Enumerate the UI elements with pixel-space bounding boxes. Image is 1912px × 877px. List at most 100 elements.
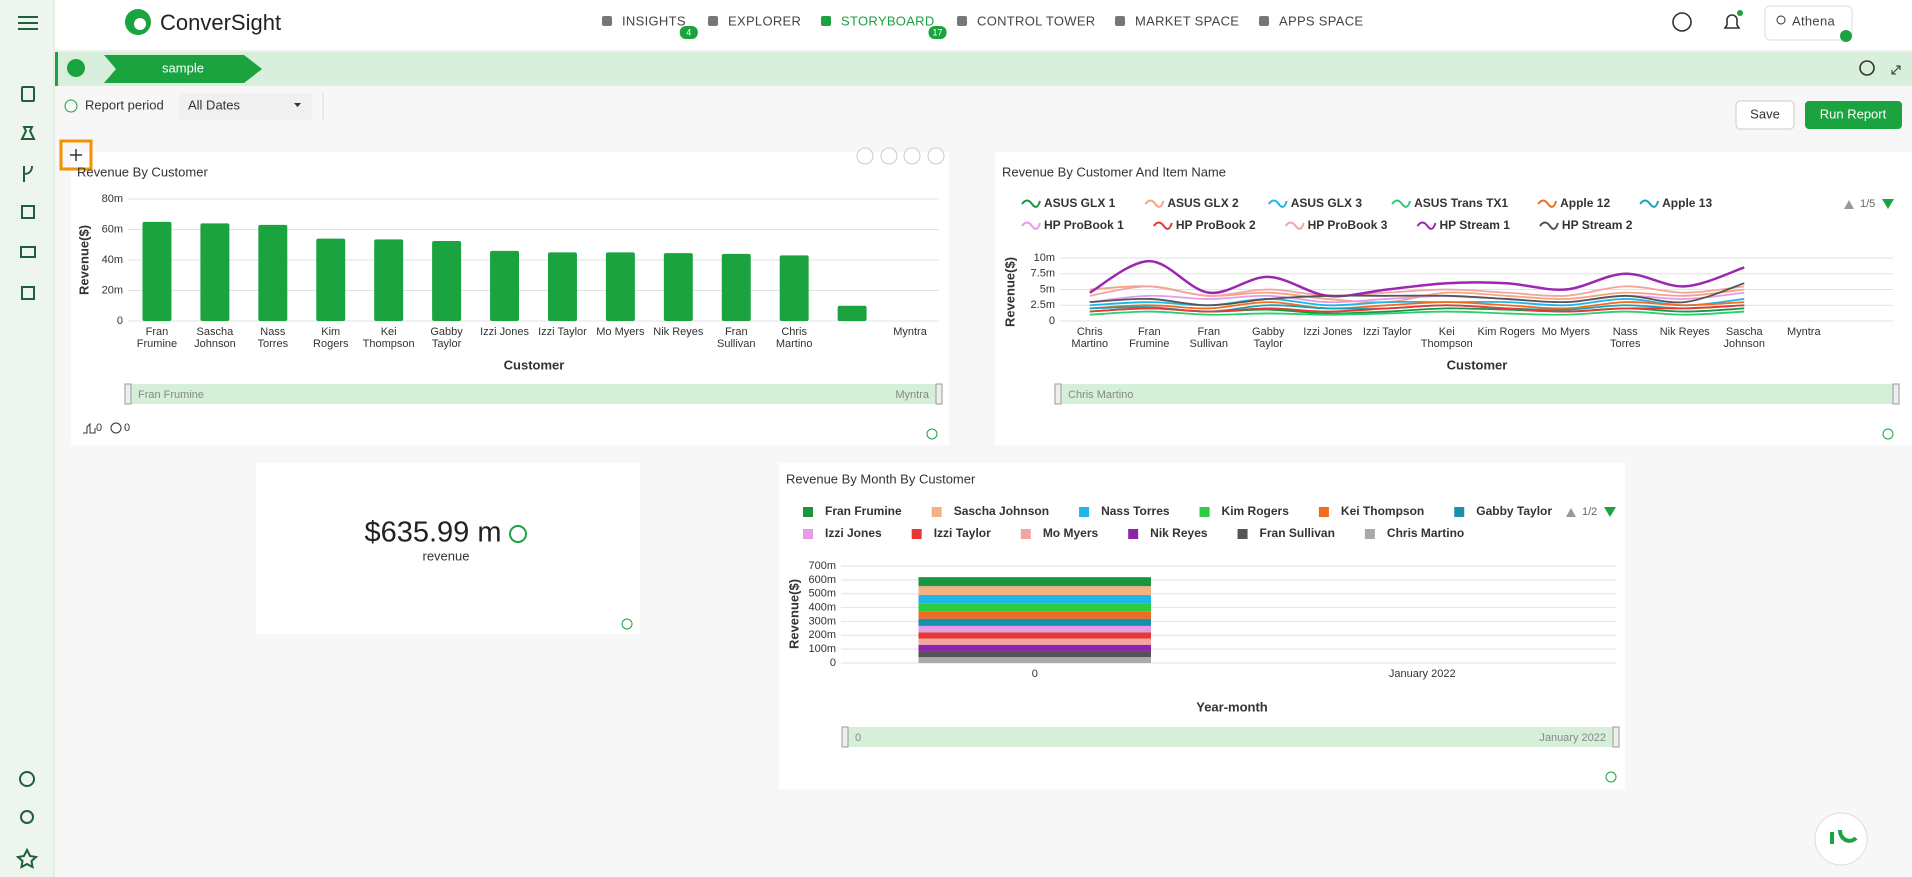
nav-item[interactable]: APPS SPACE [1279, 13, 1363, 28]
run-label[interactable]: Run Report [1820, 106, 1887, 121]
legend-label[interactable]: Apple 12 [1560, 196, 1610, 210]
y-tick-label: 700m [808, 560, 836, 572]
y-tick-label: 0 [830, 657, 836, 669]
legend-label[interactable]: Kim Rogers [1222, 504, 1290, 518]
legend-swatch [803, 507, 813, 517]
zoom-handle[interactable] [841, 726, 849, 748]
zoom-handle[interactable] [935, 383, 943, 405]
sidebar-icons[interactable] [15, 16, 39, 869]
zoom-handle[interactable] [1612, 726, 1620, 748]
settings-icon[interactable] [1859, 60, 1875, 76]
x-tick-label: Izzi Jones [1303, 326, 1353, 338]
date-filter[interactable]: All Dates [188, 97, 241, 112]
nav-item[interactable]: MARKET SPACE [1135, 13, 1239, 28]
menu-icon[interactable] [18, 16, 38, 30]
zoom-slider[interactable] [845, 727, 1616, 747]
nav-item[interactable]: EXPLORER [728, 13, 801, 28]
page-next[interactable] [1882, 199, 1894, 209]
legend-label[interactable]: ASUS GLX 1 [1044, 196, 1116, 210]
user-caret[interactable] [1840, 30, 1852, 42]
save-button[interactable] [1735, 100, 1795, 130]
zoom-slider[interactable] [128, 384, 939, 404]
save-label[interactable]: Save [1750, 106, 1780, 121]
legend-label[interactable]: Gabby Taylor [1476, 504, 1552, 518]
legend-label[interactable]: HP Stream 1 [1439, 218, 1510, 232]
org-icon[interactable] [21, 205, 35, 219]
x-axis-title: Customer [504, 357, 565, 372]
legend-label[interactable]: Kei Thompson [1341, 504, 1424, 518]
bar [547, 252, 577, 321]
nav-item[interactable]: CONTROL TOWER [977, 13, 1096, 28]
legend-swatch [1267, 199, 1288, 208]
legend-label[interactable]: Izzi Taylor [934, 526, 991, 540]
legend-label[interactable]: ASUS GLX 3 [1291, 196, 1363, 210]
nav-item[interactable]: STORYBOARD [841, 13, 935, 28]
legend-label[interactable]: Nik Reyes [1150, 526, 1208, 540]
legend-label[interactable]: HP Stream 2 [1562, 218, 1633, 232]
zoom-label: 0 [855, 732, 861, 744]
legend-label[interactable]: ASUS Trans TX1 [1414, 196, 1508, 210]
legend-label[interactable]: Fran Frumine [825, 504, 902, 518]
legend-label[interactable]: Apple 13 [1662, 196, 1712, 210]
legend-label[interactable]: Fran Sullivan [1260, 526, 1335, 540]
x-tick-label: Izzi Taylor [538, 326, 587, 338]
nav-icon[interactable] [708, 16, 718, 26]
tab-label[interactable]: sample [162, 60, 204, 75]
legend-label[interactable]: Nass Torres [1101, 504, 1170, 518]
legend-label[interactable]: HP ProBook 2 [1176, 218, 1256, 232]
report-icon[interactable] [21, 86, 35, 102]
run-button[interactable] [1805, 101, 1902, 129]
nav-icon[interactable] [602, 16, 612, 26]
zoom-label: Chris Martino [1068, 389, 1133, 401]
help-icon[interactable] [1672, 12, 1692, 32]
y-tick-label: 0 [117, 315, 123, 327]
bot-icon[interactable] [19, 771, 35, 787]
card-tools[interactable] [856, 147, 945, 165]
nav-badge [679, 26, 698, 39]
date-dropdown[interactable] [179, 93, 312, 120]
kpi-icon [509, 525, 527, 543]
zoom-slider[interactable] [1058, 384, 1896, 404]
legend-label[interactable]: Mo Myers [1043, 526, 1099, 540]
nav-icon[interactable] [957, 16, 967, 26]
nav-icon[interactable] [821, 16, 831, 26]
bell-icon[interactable] [1723, 14, 1741, 29]
x-tick-label: January 2022 [1388, 668, 1456, 680]
page-prev[interactable] [1566, 508, 1576, 517]
x-axis-title: Customer [1447, 357, 1508, 372]
legend-label[interactable]: HP ProBook 3 [1308, 218, 1388, 232]
zoom-handle[interactable] [1892, 383, 1900, 405]
monitor-icon[interactable] [20, 246, 36, 258]
y-tick-label: 10m [1034, 252, 1055, 264]
expand-icon[interactable] [1891, 65, 1901, 75]
user-name[interactable]: Athena [1792, 13, 1835, 28]
lab-icon[interactable] [20, 126, 36, 140]
star-icon[interactable] [15, 847, 39, 869]
legend-label[interactable]: Izzi Jones [825, 526, 882, 540]
hier-icon[interactable] [21, 286, 35, 300]
tab[interactable] [104, 55, 262, 83]
branch-icon[interactable] [23, 165, 33, 182]
card-kpi [256, 463, 640, 634]
period-check[interactable] [64, 99, 78, 113]
zoom-handle[interactable] [1054, 383, 1062, 405]
drag-handle[interactable] [59, 139, 93, 171]
legend-label[interactable]: Sascha Johnson [954, 504, 1049, 518]
nav-item[interactable]: INSIGHTS [622, 13, 686, 28]
series-line [1089, 282, 1745, 307]
legend-swatch [803, 529, 813, 539]
legend-label[interactable]: Chris Martino [1387, 526, 1464, 540]
user-button[interactable] [1764, 5, 1853, 41]
legend-label[interactable]: HP ProBook 1 [1044, 218, 1124, 232]
brand: ConverSight [160, 10, 281, 35]
bar-segment [918, 611, 1151, 619]
info-icons[interactable] [621, 428, 1894, 783]
nav-icon[interactable] [1259, 16, 1269, 26]
page-next[interactable] [1604, 507, 1616, 517]
nav-icon[interactable] [1115, 16, 1125, 26]
legend-label[interactable]: ASUS GLX 2 [1167, 196, 1239, 210]
users-icon[interactable] [20, 810, 34, 824]
page-prev[interactable] [1844, 200, 1854, 209]
bar [258, 224, 288, 321]
zoom-handle[interactable] [124, 383, 132, 405]
